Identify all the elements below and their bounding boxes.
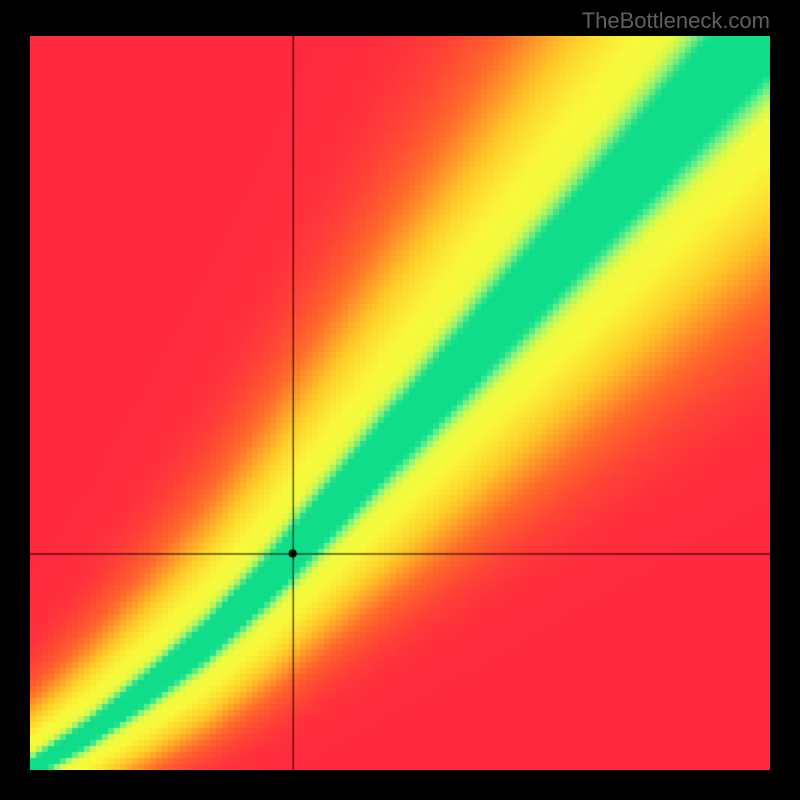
heatmap-canvas bbox=[30, 36, 770, 770]
watermark-text: TheBottleneck.com bbox=[582, 8, 770, 34]
heatmap-plot bbox=[30, 36, 770, 770]
